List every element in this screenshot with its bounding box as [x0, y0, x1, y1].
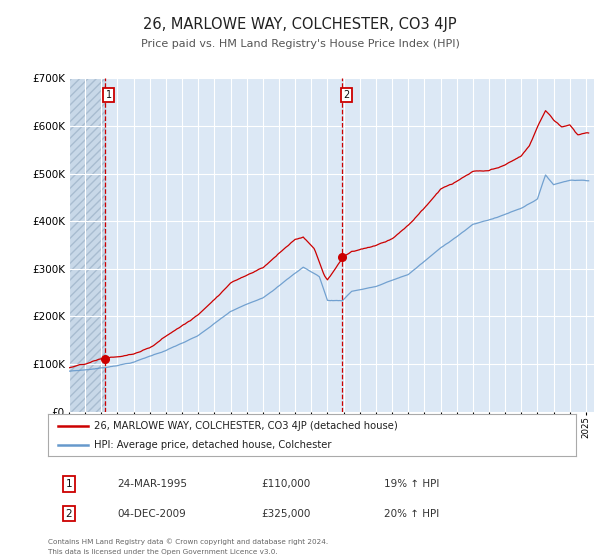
Text: 1: 1	[65, 479, 73, 489]
Text: 26, MARLOWE WAY, COLCHESTER, CO3 4JP (detached house): 26, MARLOWE WAY, COLCHESTER, CO3 4JP (de…	[94, 421, 398, 431]
Text: 26, MARLOWE WAY, COLCHESTER, CO3 4JP: 26, MARLOWE WAY, COLCHESTER, CO3 4JP	[143, 17, 457, 31]
Text: 2: 2	[343, 90, 349, 100]
Text: This data is licensed under the Open Government Licence v3.0.: This data is licensed under the Open Gov…	[48, 549, 278, 555]
Text: 1: 1	[106, 90, 112, 100]
Text: 04-DEC-2009: 04-DEC-2009	[117, 508, 186, 519]
Text: 20% ↑ HPI: 20% ↑ HPI	[384, 508, 439, 519]
Text: Price paid vs. HM Land Registry's House Price Index (HPI): Price paid vs. HM Land Registry's House …	[140, 39, 460, 49]
Text: £325,000: £325,000	[261, 508, 310, 519]
Text: Contains HM Land Registry data © Crown copyright and database right 2024.: Contains HM Land Registry data © Crown c…	[48, 539, 328, 545]
Text: 24-MAR-1995: 24-MAR-1995	[117, 479, 187, 489]
Text: 2: 2	[65, 508, 73, 519]
Text: £110,000: £110,000	[261, 479, 310, 489]
Text: HPI: Average price, detached house, Colchester: HPI: Average price, detached house, Colc…	[94, 440, 332, 450]
Bar	[69, 78, 105, 412]
Text: 19% ↑ HPI: 19% ↑ HPI	[384, 479, 439, 489]
